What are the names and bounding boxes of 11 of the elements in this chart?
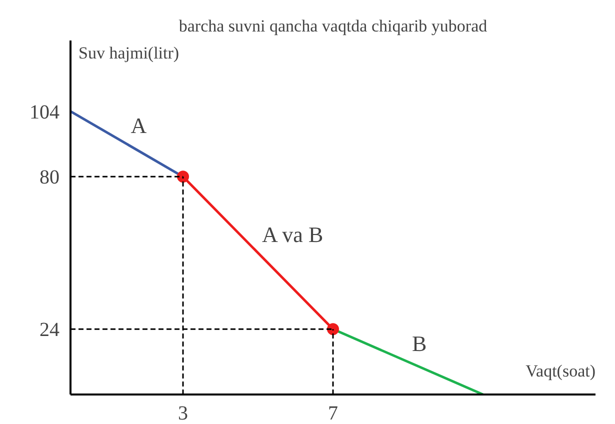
- series-label: B: [412, 330, 427, 356]
- y-tick-label: 104: [30, 101, 60, 124]
- x-tick-label: 3: [178, 402, 188, 424]
- chart-title: barcha suvni qancha vaqtda chiqarib yuborad: [178, 16, 488, 36]
- series-label: A: [130, 112, 147, 138]
- y-tick-label: 24: [40, 319, 60, 342]
- x-tick-label: 7: [328, 402, 338, 424]
- y-axis-title: Suv hajmi(litr): [78, 44, 180, 62]
- series-label: A va B: [262, 222, 324, 247]
- x-axis-title: Vaqt(soat): [526, 362, 596, 380]
- y-tick-label: 80: [40, 166, 60, 189]
